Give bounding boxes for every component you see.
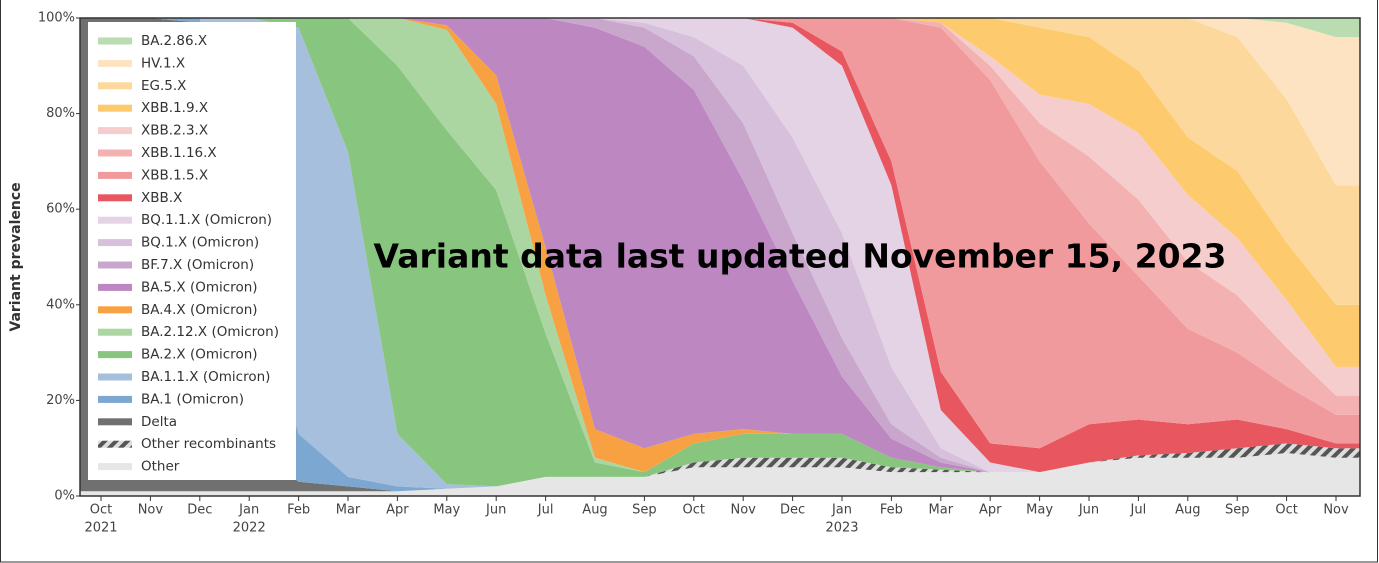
legend-swatch (98, 239, 132, 247)
x-tick-label: Aug (582, 503, 607, 518)
area (80, 18, 1360, 473)
legend-label: Delta (141, 414, 177, 430)
legend-swatch (98, 261, 132, 269)
legend-swatch (98, 463, 132, 471)
legend-label: HV.1.X (141, 55, 185, 71)
x-tick-label: Nov (1323, 503, 1349, 518)
y-tick-label: 80% (46, 106, 75, 121)
area (80, 18, 1360, 415)
x-tick-label: Jan (831, 503, 852, 518)
legend-swatch (98, 149, 132, 157)
x-tick-label: May (433, 503, 460, 518)
area (80, 443, 1360, 492)
legend-label: BQ.1.1.X (Omicron) (141, 212, 272, 228)
x-tick-label: Oct (683, 503, 705, 518)
x-tick-label: Mar (929, 503, 954, 518)
legend-swatch (98, 194, 132, 202)
legend-label: EG.5.X (141, 78, 186, 94)
x-tick-label: Aug (1175, 503, 1200, 518)
legend-swatch (98, 104, 132, 112)
legend-label: BQ.1.X (Omicron) (141, 235, 259, 251)
legend-label: BA.5.X (Omicron) (141, 279, 258, 295)
area (80, 18, 1360, 489)
x-tick-label: Dec (780, 503, 805, 518)
legend-label: XBB.1.9.X (141, 100, 208, 116)
legend-label: XBB.1.16.X (141, 145, 217, 161)
x-tick-label: Jun (1078, 503, 1099, 518)
x-tick-label: Nov (138, 503, 164, 518)
area (80, 18, 1360, 473)
legend-swatch (98, 440, 132, 448)
legend-label: Other (141, 459, 180, 475)
legend-label: BA.2.86.X (141, 33, 207, 49)
legend-box (88, 22, 296, 480)
legend-label: BA.1.1.X (Omicron) (141, 369, 270, 385)
legend-label: XBB.X (141, 190, 182, 206)
legend-swatch (98, 82, 132, 90)
legend-label: BA.2.X (Omicron) (141, 347, 258, 363)
x-tick-label: Jul (537, 503, 554, 518)
x-tick-label: Feb (287, 503, 310, 518)
legend-swatch (98, 351, 132, 359)
legend-label: BA.1 (Omicron) (141, 391, 244, 407)
y-tick-label: 0% (54, 489, 75, 504)
area (80, 18, 1360, 305)
legend-swatch (98, 395, 132, 403)
x-tick-label: Apr (979, 503, 1002, 518)
x-tick-label: Jan (238, 503, 259, 518)
x-tick-label: Nov (731, 503, 757, 518)
y-axis-label: Variant prevalence (8, 182, 24, 331)
legend-label: BA.4.X (Omicron) (141, 302, 258, 318)
legend-swatch (98, 418, 132, 426)
area (80, 18, 1360, 186)
legend-swatch (98, 373, 132, 381)
area (80, 453, 1360, 496)
x-tick-label: Jun (485, 503, 506, 518)
x-tick-label: Sep (1225, 503, 1250, 518)
x-tick-label: Mar (336, 503, 361, 518)
x-tick-label: May (1026, 503, 1053, 518)
legend-swatch (98, 171, 132, 179)
y-tick-label: 60% (46, 202, 75, 217)
x-tick-label: Oct (90, 503, 112, 518)
y-tick-label: 100% (38, 11, 75, 26)
area (80, 18, 1360, 487)
annotation: Variant data last updated November 15, 2… (374, 237, 1227, 276)
legend-label: BA.2.12.X (Omicron) (141, 324, 279, 340)
area (80, 18, 1360, 396)
legend-swatch (98, 216, 132, 224)
y-tick-label: 40% (46, 297, 75, 312)
x-tick-label: Dec (187, 503, 212, 518)
legend-label: Other recombinants (141, 436, 276, 452)
x-tick-label: Sep (632, 503, 657, 518)
legend-label: XBB.1.5.X (141, 167, 208, 183)
x-tick-label: Jul (1130, 503, 1147, 518)
x-year-label: 2022 (233, 521, 266, 536)
legend-swatch (98, 306, 132, 314)
x-tick-label: Apr (386, 503, 409, 518)
y-tick-label: 20% (46, 393, 75, 408)
legend-label: XBB.2.3.X (141, 123, 208, 139)
legend-label: BF.7.X (Omicron) (141, 257, 254, 273)
x-tick-label: Feb (880, 503, 903, 518)
plot-frame (79, 17, 1361, 497)
legend-swatch (98, 59, 132, 67)
legend-swatch (98, 37, 132, 45)
legend-swatch (98, 127, 132, 135)
x-tick-label: Oct (1275, 503, 1297, 518)
area (80, 18, 1360, 449)
legend-swatch (98, 328, 132, 336)
legend-swatch (98, 283, 132, 291)
area (80, 18, 1360, 473)
x-year-label: 2023 (825, 521, 858, 536)
x-year-label: 2021 (84, 521, 117, 536)
